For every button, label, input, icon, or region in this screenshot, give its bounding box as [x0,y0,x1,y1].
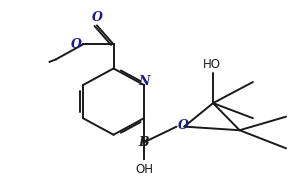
Text: OH: OH [135,163,153,176]
Text: O: O [91,11,102,24]
Text: HO: HO [203,58,221,71]
Text: O: O [178,119,189,132]
Text: B: B [139,136,149,149]
Text: N: N [138,75,150,88]
Text: O: O [71,38,81,51]
